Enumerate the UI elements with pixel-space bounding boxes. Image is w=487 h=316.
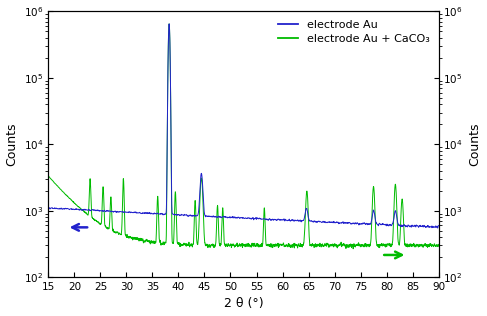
X-axis label: 2 θ (°): 2 θ (°) (224, 297, 263, 310)
Y-axis label: Counts: Counts (468, 123, 482, 166)
Legend: electrode Au, electrode Au + CaCO₃: electrode Au, electrode Au + CaCO₃ (275, 17, 433, 47)
Y-axis label: Counts: Counts (5, 123, 19, 166)
